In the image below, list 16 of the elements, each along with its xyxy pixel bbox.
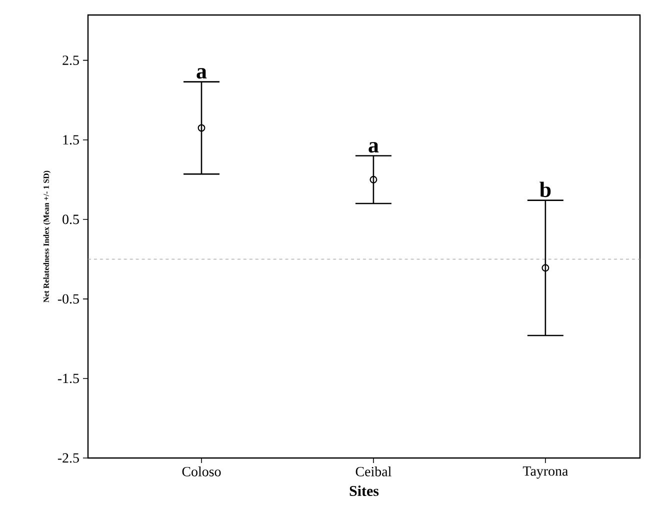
point — [370, 176, 378, 184]
annotation: a — [368, 142, 379, 153]
y-tick-label: 2.5 — [62, 56, 79, 66]
point — [542, 264, 550, 272]
annotation: b — [540, 182, 551, 198]
x-axis-title: Sites — [350, 486, 379, 496]
y-tick-label: -0.5 — [58, 294, 79, 304]
x-tick-label: Ceibal — [356, 466, 392, 476]
annotation: a — [196, 68, 207, 79]
y-tick-label: 0.5 — [62, 214, 79, 224]
y-tick-label: -2.5 — [58, 453, 79, 463]
x-tick-label: Tayrona — [522, 466, 568, 479]
y-tick-label: 1.5 — [63, 135, 79, 145]
y-tick-label: -1.5 — [58, 374, 79, 384]
point — [198, 124, 206, 132]
x-tick-label: Coloso — [182, 466, 221, 476]
